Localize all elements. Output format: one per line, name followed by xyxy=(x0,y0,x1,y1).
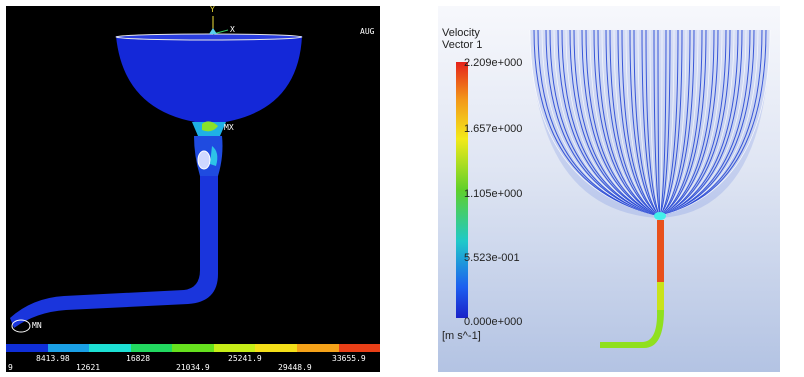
legend-value-max: 2.209e+000 xyxy=(464,57,523,69)
colorbar-band xyxy=(296,344,339,352)
streamline xyxy=(659,29,679,217)
tick-bottom-1: 9 xyxy=(8,363,13,372)
throat-highlight xyxy=(654,212,666,220)
tick-top-2: 16828 xyxy=(126,354,151,363)
pipe-opening xyxy=(197,150,211,170)
pipe-outlet xyxy=(11,319,31,333)
streamline xyxy=(625,29,661,217)
funnel-region xyxy=(530,30,770,218)
colorbar-band xyxy=(47,344,90,352)
streamline xyxy=(633,29,661,217)
colorbar-band xyxy=(172,344,214,352)
streamline xyxy=(659,29,731,217)
streamline xyxy=(659,29,771,217)
min-marker-label: MN xyxy=(32,321,42,330)
streamline xyxy=(659,29,663,217)
colorbar-band xyxy=(213,344,256,352)
legend-subtitle: Vector 1 xyxy=(442,39,483,51)
legend-value-3: 1.105e+000 xyxy=(464,188,523,200)
streamline-group xyxy=(529,29,771,217)
triad-marker xyxy=(209,28,217,34)
streamline xyxy=(659,29,707,217)
streamline xyxy=(577,29,661,217)
streamline xyxy=(659,29,699,217)
streamline xyxy=(573,29,661,217)
bent-pipe xyxy=(10,176,218,328)
tick-bottom-4: 29448.9 xyxy=(278,363,312,372)
cfd-velocity-plot: Velocity Vector 1 2.209e+000 1.657e+000 … xyxy=(438,6,780,372)
streamline xyxy=(659,29,735,217)
streamline xyxy=(659,29,703,217)
streamline xyxy=(601,29,661,217)
streamline xyxy=(549,29,661,217)
corner-label: AUG xyxy=(360,27,375,36)
streamline xyxy=(609,29,661,217)
colorbar-band xyxy=(6,344,48,352)
legend-unit: [m s^-1] xyxy=(442,330,481,342)
streamline xyxy=(659,29,755,217)
colorbar-band xyxy=(255,344,297,352)
streamline xyxy=(659,29,667,217)
streamline xyxy=(659,29,695,217)
tick-bottom-2: 12621 xyxy=(76,363,101,372)
streamline xyxy=(645,29,661,217)
tick-top-4: 33655.9 xyxy=(332,354,366,363)
streamline xyxy=(659,29,743,217)
streamline xyxy=(561,29,661,217)
streamline xyxy=(649,29,661,217)
streamline xyxy=(659,29,683,217)
outlet-pipe-bend xyxy=(657,282,664,312)
streamline xyxy=(659,29,727,217)
max-marker-label: MX xyxy=(224,123,234,132)
legend-value-2: 1.657e+000 xyxy=(464,123,523,135)
legend-title: Velocity xyxy=(442,27,480,39)
streamline xyxy=(653,29,661,217)
streamline xyxy=(659,29,687,217)
streamline xyxy=(621,29,661,217)
fea-stress-plot: Y X AUG MX MN 8413.98 16828 25241.9 3365… xyxy=(6,6,380,372)
streamline xyxy=(597,29,661,217)
x-axis-label: X xyxy=(230,25,235,34)
streamline xyxy=(659,29,671,217)
streamline xyxy=(659,29,711,217)
outlet-pipe-fast xyxy=(657,220,664,282)
streamline xyxy=(657,29,661,217)
legend-value-min: 0.000e+000 xyxy=(464,316,523,328)
funnel-bowl xyxy=(116,36,302,124)
streamline xyxy=(659,29,675,217)
streamline xyxy=(617,29,661,217)
streamline xyxy=(641,29,661,217)
pipe-stress-patch xyxy=(210,146,218,166)
streamline xyxy=(659,29,723,217)
fea-colorbar xyxy=(6,344,380,352)
streamline xyxy=(659,29,767,217)
funnel-rim xyxy=(115,33,303,41)
streamline xyxy=(585,29,661,217)
cfd-streamlines xyxy=(529,29,771,348)
y-axis-label: Y xyxy=(210,6,215,14)
colorbar-band xyxy=(130,344,173,352)
streamline xyxy=(659,29,715,217)
tick-top-3: 25241.9 xyxy=(228,354,262,363)
streamline xyxy=(629,29,661,217)
stress-hotspot xyxy=(202,121,218,132)
colorbar-band xyxy=(338,344,380,352)
streamline xyxy=(605,29,661,217)
outlet-pipe-horizontal xyxy=(600,310,664,348)
streamline xyxy=(613,29,661,217)
velocity-colorbar xyxy=(456,62,468,318)
streamline xyxy=(581,29,661,217)
colorbar-band xyxy=(89,344,131,352)
tick-top-1: 8413.98 xyxy=(36,354,70,363)
fea-geometry xyxy=(10,16,303,333)
streamline xyxy=(637,29,661,217)
streamline xyxy=(659,29,691,217)
streamline xyxy=(659,29,719,217)
legend-value-4: 5.523e-001 xyxy=(464,252,520,264)
tick-bottom-3: 21034.9 xyxy=(176,363,210,372)
